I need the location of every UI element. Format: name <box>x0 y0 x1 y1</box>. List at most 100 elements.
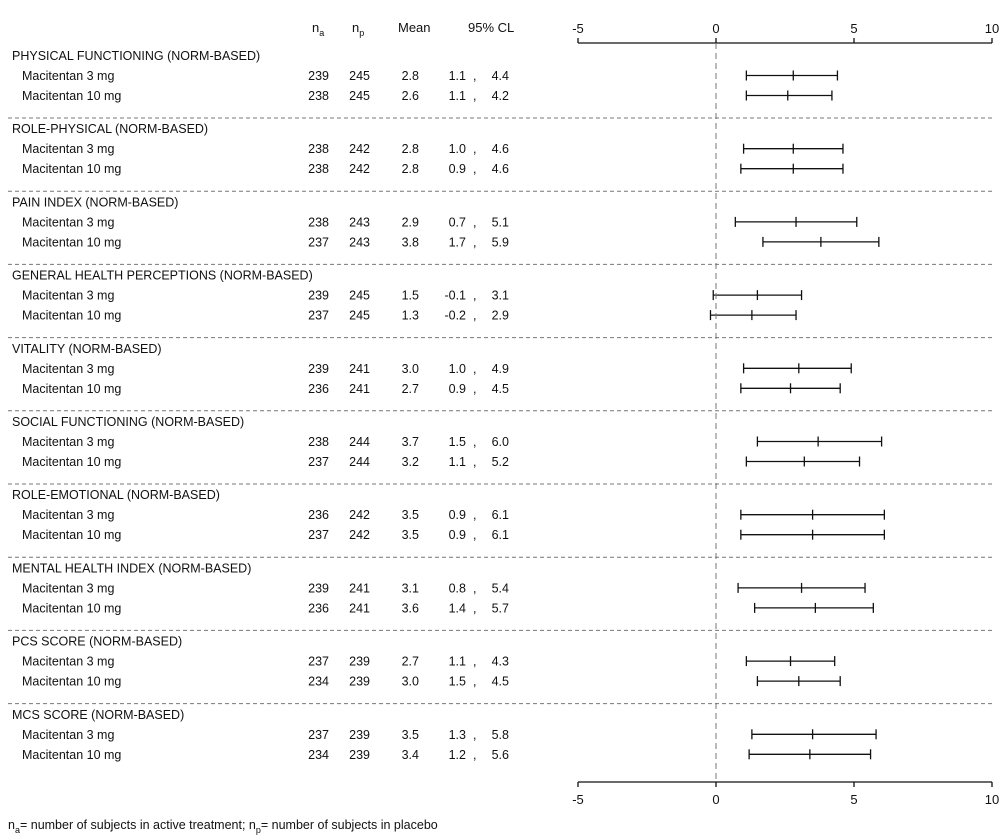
cell-ci-upper: 4.6 <box>492 142 509 156</box>
cell-mean: 3.4 <box>402 748 419 762</box>
tick-label: 10 <box>985 21 999 36</box>
cell-na: 237 <box>308 455 329 469</box>
cell-np: 242 <box>349 528 370 542</box>
header-mean: Mean <box>398 20 431 35</box>
cell-ci-upper: 4.9 <box>492 362 509 376</box>
cell-ci-sep: , <box>473 309 476 323</box>
cell-ci-lower: 1.1 <box>449 455 466 469</box>
cell-ci-sep: , <box>473 142 476 156</box>
cell-ci-lower: 1.5 <box>449 675 466 689</box>
cell-np: 245 <box>349 89 370 103</box>
cell-mean: 1.5 <box>402 289 419 303</box>
row-label: Macitentan 3 mg <box>22 728 114 742</box>
row-label: Macitentan 3 mg <box>22 435 114 449</box>
row-label: Macitentan 10 mg <box>22 675 121 689</box>
tick-label: 5 <box>850 21 857 36</box>
cell-ci-lower: 1.1 <box>449 69 466 83</box>
row-label: Macitentan 10 mg <box>22 235 121 249</box>
cell-np: 239 <box>349 675 370 689</box>
cell-mean: 3.0 <box>402 362 419 376</box>
row-label: Macitentan 10 mg <box>22 748 121 762</box>
cell-na: 234 <box>308 675 329 689</box>
cell-na: 237 <box>308 528 329 542</box>
cell-na: 238 <box>308 142 329 156</box>
cell-ci-lower: 1.0 <box>449 142 466 156</box>
cell-np: 244 <box>349 455 370 469</box>
cell-na: 238 <box>308 162 329 176</box>
row-label: Macitentan 10 mg <box>22 455 121 469</box>
header-ci: 95% CL <box>468 20 514 35</box>
footnote: na= number of subjects in active treatme… <box>8 818 438 835</box>
cell-ci-sep: , <box>473 69 476 83</box>
cell-ci-sep: , <box>473 581 476 595</box>
cell-na: 236 <box>308 382 329 396</box>
cell-ci-lower: 1.1 <box>449 655 466 669</box>
row-label: Macitentan 3 mg <box>22 362 114 376</box>
cell-np: 239 <box>349 655 370 669</box>
cell-ci-upper: 5.1 <box>492 215 509 229</box>
group-header: SOCIAL FUNCTIONING (NORM-BASED) <box>12 415 244 429</box>
row-label: Macitentan 10 mg <box>22 162 121 176</box>
row-label: Macitentan 3 mg <box>22 508 114 522</box>
cell-ci-lower: 1.4 <box>449 601 466 615</box>
cell-na: 238 <box>308 89 329 103</box>
cell-ci-lower: -0.1 <box>444 289 466 303</box>
cell-mean: 3.5 <box>402 728 419 742</box>
cell-mean: 3.8 <box>402 235 419 249</box>
cell-ci-upper: 5.9 <box>492 235 509 249</box>
cell-ci-sep: , <box>473 675 476 689</box>
group-header: PCS SCORE (NORM-BASED) <box>12 635 182 649</box>
row-label: Macitentan 10 mg <box>22 528 121 542</box>
cell-ci-sep: , <box>473 382 476 396</box>
group-header: VITALITY (NORM-BASED) <box>12 342 162 356</box>
cell-mean: 2.7 <box>402 382 419 396</box>
cell-ci-sep: , <box>473 655 476 669</box>
row-label: Macitentan 10 mg <box>22 601 121 615</box>
cell-ci-sep: , <box>473 601 476 615</box>
cell-ci-lower: 0.7 <box>449 215 466 229</box>
cell-ci-upper: 4.5 <box>492 382 509 396</box>
cell-ci-upper: 3.1 <box>492 289 509 303</box>
cell-na: 238 <box>308 435 329 449</box>
cell-ci-lower: -0.2 <box>444 309 466 323</box>
cell-mean: 2.7 <box>402 655 419 669</box>
cell-ci-lower: 1.3 <box>449 728 466 742</box>
cell-na: 237 <box>308 728 329 742</box>
tick-label: 5 <box>850 792 857 807</box>
cell-ci-lower: 1.0 <box>449 362 466 376</box>
cell-mean: 3.1 <box>402 581 419 595</box>
cell-ci-lower: 0.9 <box>449 162 466 176</box>
cell-ci-upper: 6.0 <box>492 435 509 449</box>
header-np: np <box>352 20 364 38</box>
cell-ci-upper: 4.2 <box>492 89 509 103</box>
cell-na: 239 <box>308 362 329 376</box>
cell-np: 244 <box>349 435 370 449</box>
group-header: PHYSICAL FUNCTIONING (NORM-BASED) <box>12 49 260 63</box>
cell-np: 242 <box>349 162 370 176</box>
cell-na: 234 <box>308 748 329 762</box>
cell-ci-upper: 6.1 <box>492 508 509 522</box>
cell-np: 243 <box>349 215 370 229</box>
cell-np: 245 <box>349 289 370 303</box>
cell-np: 239 <box>349 748 370 762</box>
cell-na: 237 <box>308 655 329 669</box>
cell-ci-upper: 5.2 <box>492 455 509 469</box>
cell-ci-lower: 0.9 <box>449 528 466 542</box>
row-label: Macitentan 10 mg <box>22 382 121 396</box>
tick-label: 0 <box>712 792 719 807</box>
cell-ci-upper: 4.4 <box>492 69 509 83</box>
cell-np: 241 <box>349 601 370 615</box>
cell-mean: 3.6 <box>402 601 419 615</box>
cell-np: 241 <box>349 382 370 396</box>
cell-mean: 2.6 <box>402 89 419 103</box>
cell-mean: 2.8 <box>402 69 419 83</box>
row-label: Macitentan 3 mg <box>22 215 114 229</box>
cell-mean: 3.7 <box>402 435 419 449</box>
row-label: Macitentan 3 mg <box>22 142 114 156</box>
cell-ci-upper: 5.7 <box>492 601 509 615</box>
row-label: Macitentan 10 mg <box>22 89 121 103</box>
cell-ci-upper: 2.9 <box>492 309 509 323</box>
cell-mean: 2.8 <box>402 162 419 176</box>
cell-ci-upper: 4.5 <box>492 675 509 689</box>
